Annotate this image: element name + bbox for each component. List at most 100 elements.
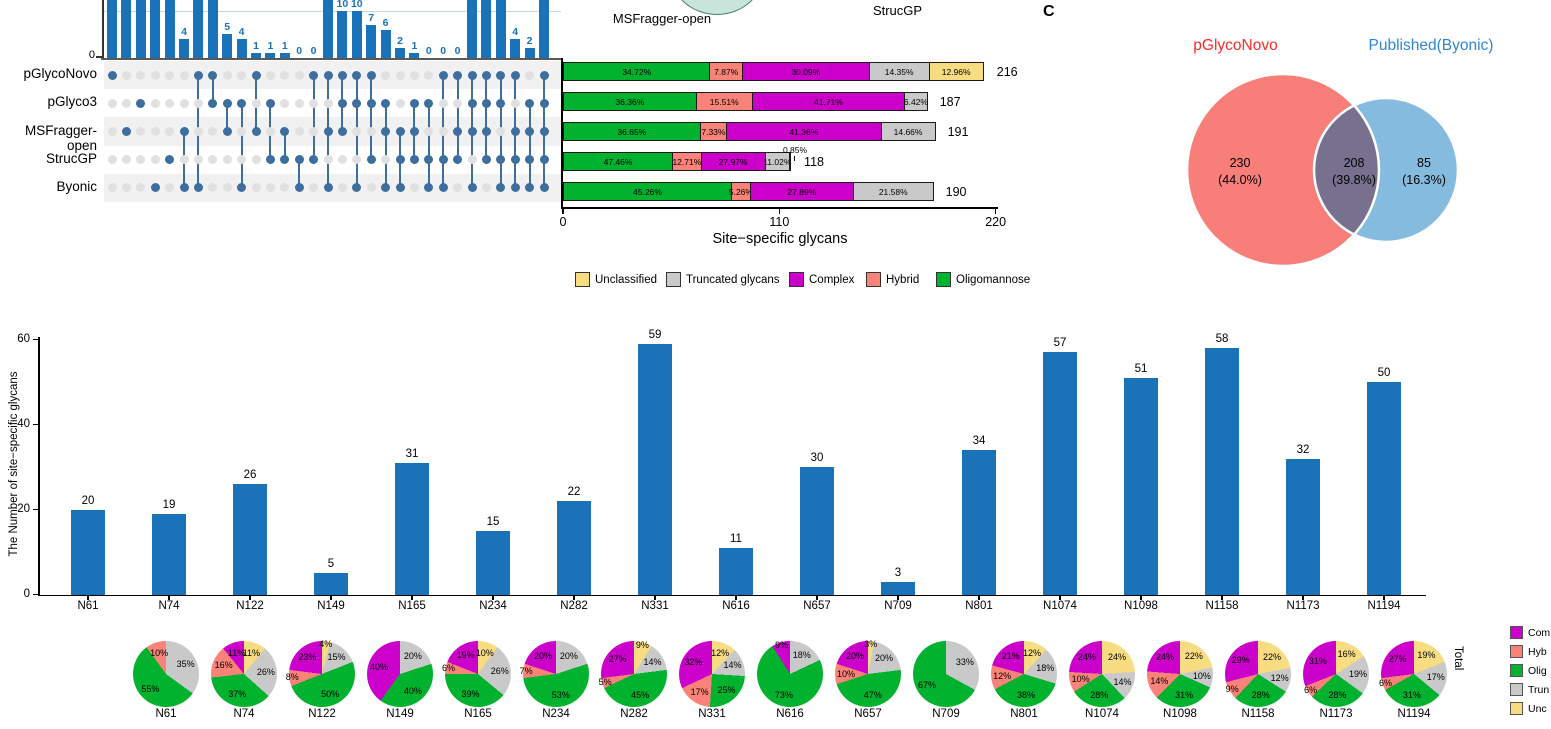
upset-matrix-dot <box>208 183 218 193</box>
upset-matrix-dot <box>251 155 261 165</box>
pie-n331 <box>679 641 745 707</box>
sitebar-value-label: 15 <box>486 515 500 528</box>
upset-bar-count-label: 4 <box>181 25 187 38</box>
sitebar-bar <box>881 581 915 595</box>
upset-matrix-dot <box>150 98 160 108</box>
upset-matrix-dot <box>409 183 419 193</box>
upset-bar-count-label: 0 <box>440 44 447 57</box>
upset-intersection-bar <box>395 48 405 58</box>
sitebar-y-tick <box>32 593 38 596</box>
right-legend-swatch-olig <box>1510 664 1523 677</box>
upset-matrix-dot <box>208 70 218 80</box>
pie-site-label: N331 <box>698 708 726 720</box>
upset-matrix-dot <box>510 183 520 193</box>
pie-slice-label: 23% <box>298 651 317 662</box>
pie-slice-label: 19% <box>456 650 475 661</box>
pie-n616 <box>757 641 823 707</box>
stacked-segment-complex: 41.36% <box>726 122 882 141</box>
sitebar-value-label: 57 <box>1053 337 1067 350</box>
stacked-segment-hybrid: 7.87% <box>709 62 743 81</box>
upset-matrix-dot <box>107 127 117 136</box>
upset-bar-count-label: 10 <box>350 0 363 10</box>
upset-matrix-dot <box>294 127 304 136</box>
upset-matrix-dot <box>510 155 520 165</box>
upset-matrix-dot <box>453 183 463 193</box>
upset-connector-line <box>384 103 387 188</box>
pie-n165 <box>445 641 511 707</box>
venn-left-count: 230 <box>1230 156 1251 170</box>
stacked-bar-pglyconovo: 34.72% 7.87% 30.09% 14.35% 12.96% <box>563 62 988 81</box>
upset-matrix-dot <box>395 70 405 80</box>
sitebar-y-axis-line <box>38 337 40 596</box>
upset-intersection-bar <box>409 52 420 58</box>
pie-slice-label: 28% <box>1328 690 1347 701</box>
upset-bar-count-label: 1 <box>253 39 259 52</box>
upset-matrix-dot <box>525 70 535 80</box>
upset-matrix-dot <box>539 127 549 136</box>
upset-matrix-dot <box>107 183 117 193</box>
upset-intersection-bar <box>323 0 333 58</box>
pie-site-label: N1098 <box>1163 708 1197 720</box>
sitebar-x-tick-label: N149 <box>317 600 345 612</box>
upset-matrix-dot <box>323 155 333 165</box>
sitebar-x-tick-label: N709 <box>884 600 912 612</box>
upset-matrix-dot <box>525 183 535 193</box>
pie-slice-label: 10% <box>1192 670 1211 681</box>
pie-slice-label: 19% <box>1348 669 1367 680</box>
pie-site-label: N1194 <box>1397 708 1431 720</box>
pie-n122 <box>289 641 355 707</box>
stacked-x-axis-line <box>561 207 998 209</box>
upset-intersection-bar <box>279 52 290 58</box>
stacked-segment-label: 6.42% <box>903 96 928 107</box>
pie-slice-label: 14% <box>723 660 742 671</box>
sitebar-x-tick-label: N1158 <box>1205 600 1239 612</box>
stacked-total-label: 190 <box>945 185 967 199</box>
stacked-segment-label: 27.89% <box>787 186 817 197</box>
upset-intersection-bar <box>150 0 161 58</box>
pie-site-label: N616 <box>776 708 804 720</box>
sitebar-y-tick <box>32 423 38 426</box>
pie-slice-label: 24% <box>1156 652 1175 663</box>
pie-row-total-label: Total <box>1452 646 1464 671</box>
pie-slice-label: 40% <box>370 661 389 672</box>
sitebar-x-tick <box>978 596 980 600</box>
upset-matrix-dot <box>237 98 247 108</box>
stacked-segment-label: 7.87% <box>714 66 739 77</box>
pie-slice-label: 16% <box>214 660 233 671</box>
sitebar-x-tick <box>168 596 170 600</box>
upset-intersection-bar <box>193 0 204 58</box>
upset-matrix-dot <box>208 98 218 108</box>
right-legend-swatch-trun <box>1510 683 1523 696</box>
panel-b-strucgp-label: StrucGP <box>872 3 923 18</box>
sitebar-x-tick <box>1383 596 1385 600</box>
stacked-segment-oligomannose: 36.36% <box>563 92 697 111</box>
stacked-segment-label: 11.02% <box>763 156 792 167</box>
right-legend-label: Hyb <box>1528 646 1547 658</box>
pie-slice-label: 9% <box>775 639 789 650</box>
upset-bar-count-label: 6 <box>382 16 389 29</box>
upset-matrix-dot <box>222 98 232 108</box>
pie-slice-label: 20% <box>846 650 865 661</box>
upset-matrix-dot <box>309 155 319 165</box>
pie-slice-label: 14% <box>643 656 662 667</box>
stacked-segment-unclassified: 12.96% <box>928 62 984 81</box>
sitebar-x-tick <box>573 596 575 600</box>
stacked-total-label: 187 <box>939 95 961 109</box>
pie-site-label: N1173 <box>1319 708 1353 720</box>
sitebar-bar <box>476 530 510 595</box>
sitebar-x-tick-label: N1098 <box>1124 600 1158 612</box>
upset-matrix-dot <box>395 98 405 108</box>
sitebar-value-label: 3 <box>894 566 902 579</box>
upset-matrix-dot <box>496 155 506 165</box>
upset-matrix-dot <box>337 98 347 108</box>
sitebar-x-tick-label: N801 <box>965 600 993 612</box>
upset-bar-count-label: 0 <box>454 44 461 57</box>
upset-connector-line <box>283 131 286 160</box>
sitebar-x-tick <box>249 596 251 600</box>
stacked-segment-oligomannose: 34.72% <box>563 62 711 81</box>
upset-intersection-bar <box>467 0 477 58</box>
pie-n801 <box>991 641 1057 707</box>
upset-intersection-bar <box>179 38 189 58</box>
pie-n74 <box>211 641 277 707</box>
pie-site-label: N801 <box>1010 708 1038 720</box>
